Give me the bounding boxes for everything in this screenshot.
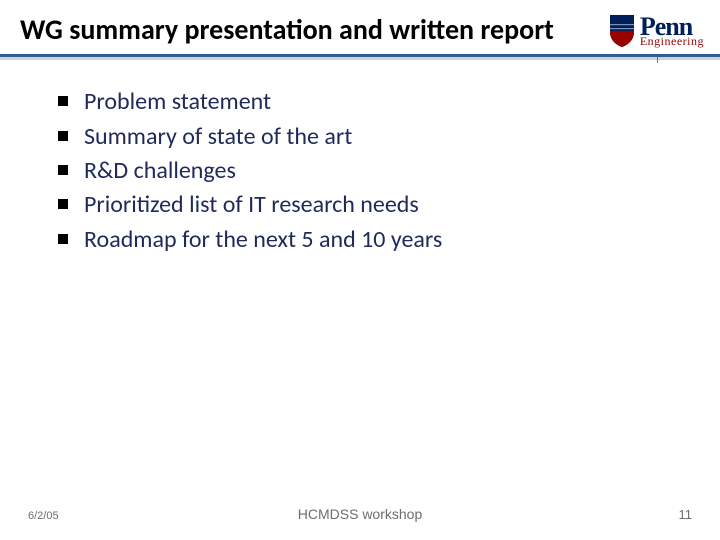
slide-footer: 6/2/05 HCMDSS workshop 11 [0, 507, 720, 522]
title-rule [0, 54, 720, 64]
shield-bottom-path [610, 31, 634, 47]
penn-logo: Penn Engineering [608, 14, 704, 48]
list-item: Prioritized list of IT research needs [58, 189, 700, 221]
rule-shadow [0, 57, 720, 60]
rule-line [0, 54, 720, 57]
shield-stripe-1 [610, 24, 634, 25]
footer-date: 6/2/05 [28, 510, 59, 522]
list-item: R&D challenges [58, 155, 700, 187]
list-item: Summary of state of the art [58, 121, 700, 153]
footer-center: HCMDSS workshop [298, 506, 422, 522]
rule-tick [657, 57, 658, 63]
shield-icon [608, 14, 636, 48]
logo-text: Penn Engineering [640, 15, 704, 47]
slide: WG summary presentation and written repo… [0, 0, 720, 540]
slide-title: WG summary presentation and written repo… [20, 14, 560, 46]
shield-stripe-2 [610, 28, 634, 29]
bullet-list: Problem statement Summary of state of th… [58, 86, 700, 256]
slide-header: WG summary presentation and written repo… [0, 0, 720, 46]
slide-body: Problem statement Summary of state of th… [0, 64, 720, 256]
footer-page: 11 [679, 507, 693, 522]
logo-eng-text: Engineering [640, 36, 704, 47]
list-item: Roadmap for the next 5 and 10 years [58, 224, 700, 256]
list-item: Problem statement [58, 86, 700, 118]
